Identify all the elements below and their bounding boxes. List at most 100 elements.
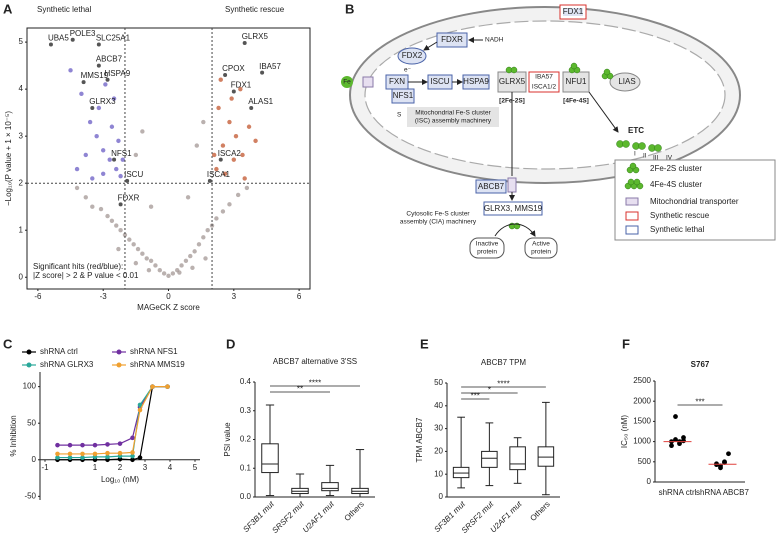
gene-label: ALAS1 xyxy=(248,97,273,106)
labeled-point xyxy=(125,178,130,183)
point xyxy=(220,209,226,214)
box xyxy=(481,450,498,468)
machinery-box xyxy=(407,107,499,127)
machinery-label: (ISC) assembly machinery xyxy=(415,118,492,125)
legend-label: shRNA GLRX3 xyxy=(40,360,94,369)
legend-box xyxy=(614,159,776,241)
electron-label: e⁻ xyxy=(404,67,412,74)
iron-label: Fe xyxy=(343,79,351,86)
y-tick-label: 2500 xyxy=(633,376,651,385)
y-tick-label: 1 xyxy=(19,225,24,234)
point xyxy=(227,119,232,125)
x-tick-label: U2AF1 mut xyxy=(489,499,525,535)
point xyxy=(222,171,228,176)
point xyxy=(83,195,88,200)
point xyxy=(148,258,154,263)
y-tick-label: 0.0 xyxy=(240,492,252,501)
arrow xyxy=(494,223,536,237)
protein-label: NFS1 xyxy=(393,91,414,100)
point xyxy=(681,438,686,444)
point xyxy=(100,171,106,176)
point xyxy=(100,148,106,153)
point xyxy=(192,249,197,254)
x-tick-label: 4 xyxy=(168,463,173,472)
x-tick-label: -1 xyxy=(41,463,49,472)
labeled-point xyxy=(218,157,223,162)
protein-box xyxy=(475,179,507,194)
box xyxy=(321,482,339,492)
point xyxy=(74,166,80,172)
legend-label: 4Fe-4S cluster xyxy=(650,180,702,189)
chart-title: ABCB7 alternative 3'SS xyxy=(273,357,357,366)
point xyxy=(94,133,99,139)
point xyxy=(137,407,143,413)
y-tick-label: 2 xyxy=(19,178,24,187)
x-tick-label: 3 xyxy=(232,292,237,301)
x-tick-label: 5 xyxy=(193,463,198,472)
protein-label: FDX1 xyxy=(563,7,584,16)
y-tick-label: 20 xyxy=(434,447,443,456)
labeled-point xyxy=(249,105,254,110)
protein-box xyxy=(436,32,468,48)
labeled-point xyxy=(105,77,110,82)
y-axis-label: PSI value xyxy=(223,422,232,457)
gene-label: GLRX5 xyxy=(242,32,269,41)
protein-shape xyxy=(524,237,558,259)
cluster-label: [4Fe-4S] xyxy=(563,98,589,105)
point xyxy=(130,435,135,441)
point xyxy=(170,271,176,276)
annotation: |Z score| > 2 & P value < 0.01 xyxy=(33,271,139,280)
protein-label: FDXR xyxy=(441,35,463,44)
x-axis-label: Log₁₀ (nM) xyxy=(101,475,139,484)
protein-label: protein xyxy=(477,249,497,256)
point xyxy=(203,256,208,261)
series-line xyxy=(57,386,168,446)
point xyxy=(166,273,171,279)
box xyxy=(509,446,526,471)
legend-label: Synthetic lethal xyxy=(650,225,704,234)
point xyxy=(130,450,135,455)
protein-label: GLRX3, MMS19 xyxy=(484,204,543,213)
labeled-point xyxy=(207,178,212,183)
x-tick-label: -6 xyxy=(34,292,42,301)
point xyxy=(188,253,193,259)
x-tick-label: shRNA ABCB7 xyxy=(696,488,749,497)
y-tick-label: 2000 xyxy=(633,396,651,405)
labeled-point xyxy=(96,42,101,47)
transporter xyxy=(362,76,374,88)
point xyxy=(214,166,219,172)
point xyxy=(116,138,121,144)
protein-label: ISCU xyxy=(430,77,449,86)
point xyxy=(673,437,678,442)
point xyxy=(92,442,98,448)
y-tick-label: -50 xyxy=(24,491,36,500)
box xyxy=(261,443,279,474)
point xyxy=(67,451,73,457)
protein-box xyxy=(483,201,543,216)
point xyxy=(133,152,139,158)
machinery-label: Cytosolic Fe-S cluster xyxy=(406,211,470,218)
significance-label: *** xyxy=(695,398,704,407)
complex-label: III xyxy=(653,155,659,162)
significance-label: *** xyxy=(471,392,480,401)
point xyxy=(55,442,60,448)
point xyxy=(140,251,145,256)
protein-box xyxy=(462,74,490,90)
point xyxy=(212,152,217,158)
point xyxy=(68,68,73,73)
x-tick-label: -3 xyxy=(100,292,108,301)
point xyxy=(194,143,199,148)
protein-label: LIAS xyxy=(618,77,635,86)
significance-label: **** xyxy=(309,379,321,388)
significance-label: * xyxy=(488,386,491,395)
gene-label: SLC25A1 xyxy=(96,34,131,43)
point xyxy=(55,455,60,460)
point xyxy=(131,242,136,247)
protein-shape xyxy=(469,237,505,259)
labeled-point xyxy=(96,63,101,68)
point xyxy=(235,192,241,198)
point xyxy=(105,442,110,447)
significance-label: **** xyxy=(497,380,509,389)
point xyxy=(196,242,202,247)
point xyxy=(214,216,219,221)
